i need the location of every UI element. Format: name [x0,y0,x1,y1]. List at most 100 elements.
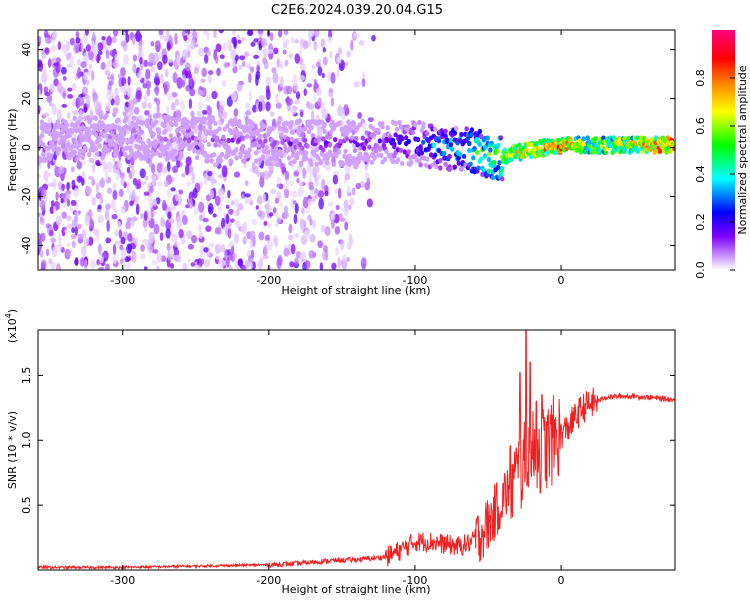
heatmap-cell [230,137,235,143]
heatmap-cell [245,110,252,116]
heatmap-cell [443,161,448,167]
heatmap-cell [253,54,259,60]
heatmap-cell [315,87,322,96]
heatmap-cell [61,183,65,192]
heatmap-cell [490,175,496,181]
x-tick-label: -300 [110,274,135,287]
heatmap-cell [73,215,78,223]
heatmap-cell [110,73,115,85]
heatmap-cell [371,125,376,132]
heatmap-cell [218,30,224,34]
heatmap-cell [197,89,204,96]
heatmap-cell [129,200,134,207]
heatmap-cell [272,140,277,146]
heatmap-cell [195,265,202,270]
heatmap-cell [312,43,319,50]
heatmap-cell [226,257,230,268]
heatmap-cell [83,236,90,246]
heatmap-cell [112,181,117,193]
heatmap-cell [38,156,43,162]
heatmap-cell [123,115,129,122]
heatmap-cell [478,156,484,162]
heatmap-cells [38,30,675,270]
heatmap-cell [201,67,208,78]
heatmap-cell [390,158,396,165]
heatmap-cell [93,146,99,152]
heatmap-cell [135,203,140,216]
heatmap-cell [112,30,119,37]
heatmap-cell [240,144,246,150]
heatmap-cell [91,196,97,206]
heatmap-cell [54,164,58,177]
heatmap-cell [223,62,229,69]
heatmap-cell [151,151,156,157]
heatmap-cell [132,189,136,200]
heatmap-cell [248,196,253,204]
heatmap-cell [425,156,430,162]
heatmap-cell [162,166,168,174]
heatmap-cell [321,108,328,120]
heatmap-cell [200,78,206,83]
heatmap-cell [263,244,268,256]
heatmap-cell [114,94,120,106]
heatmap-cell [242,236,247,245]
heatmap-cell [207,170,213,177]
heatmap-cell [317,136,322,143]
heatmap-cell [346,256,351,263]
heatmap-cell [265,234,270,240]
heatmap-cell [585,135,590,141]
heatmap-cell [39,232,46,243]
heatmap-cell [223,141,229,147]
heatmap-cell [361,145,367,151]
heatmap-cell [75,37,81,44]
heatmap-cell [203,173,208,185]
heatmap-cell [225,204,230,209]
x-tick-label: -300 [110,574,135,587]
heatmap-cell [221,165,228,178]
heatmap-cell [48,101,53,107]
heatmap-cell [247,147,252,153]
heatmap-cell [212,213,217,218]
colorbar-label: Normalized spectral amplitude [736,65,749,234]
heatmap-cell [260,38,268,48]
heatmap-cell [239,149,245,155]
heatmap-cell [230,200,235,206]
heatmap-cell [376,127,381,133]
heatmap-cell [50,140,55,146]
heatmap-cell [114,229,119,237]
heatmap-cell [302,40,309,50]
y-tick-label: -40 [20,237,33,255]
heatmap-cell [302,196,309,209]
heatmap-cell [101,252,108,258]
figure-title: C2E6.2024.039.20.04.G15 [271,3,443,18]
heatmap-cell [226,96,233,107]
heatmap-cell [205,225,212,233]
heatmap-cell [41,142,46,148]
heatmap-cell [155,112,160,118]
heatmap-cell [294,203,299,214]
heatmap-cell [48,182,55,187]
heatmap-cell [187,243,195,250]
heatmap-cell [159,232,164,241]
heatmap-cell [208,242,215,248]
heatmap-cell [342,153,347,159]
heatmap-cell [144,226,148,232]
heatmap-cell [140,253,146,260]
colorbar-tick-label: 0.0 [694,261,707,279]
heatmap-cell [131,115,137,121]
heatmap-cell [335,204,340,211]
heatmap-cell [143,266,148,270]
heatmap-cell [39,119,45,125]
heatmap-cell [188,164,194,173]
heatmap-cell [198,201,205,213]
heatmap-cell [238,153,243,160]
heatmap-cell [447,153,452,160]
heatmap-cell [267,161,272,167]
heatmap-cell [97,204,102,210]
heatmap-cell [76,67,82,79]
heatmap-cell [165,220,170,228]
heatmap-cell [40,200,46,212]
heatmap-cell [289,261,295,268]
heatmap-cell [337,57,342,64]
heatmap-cell [317,190,325,199]
